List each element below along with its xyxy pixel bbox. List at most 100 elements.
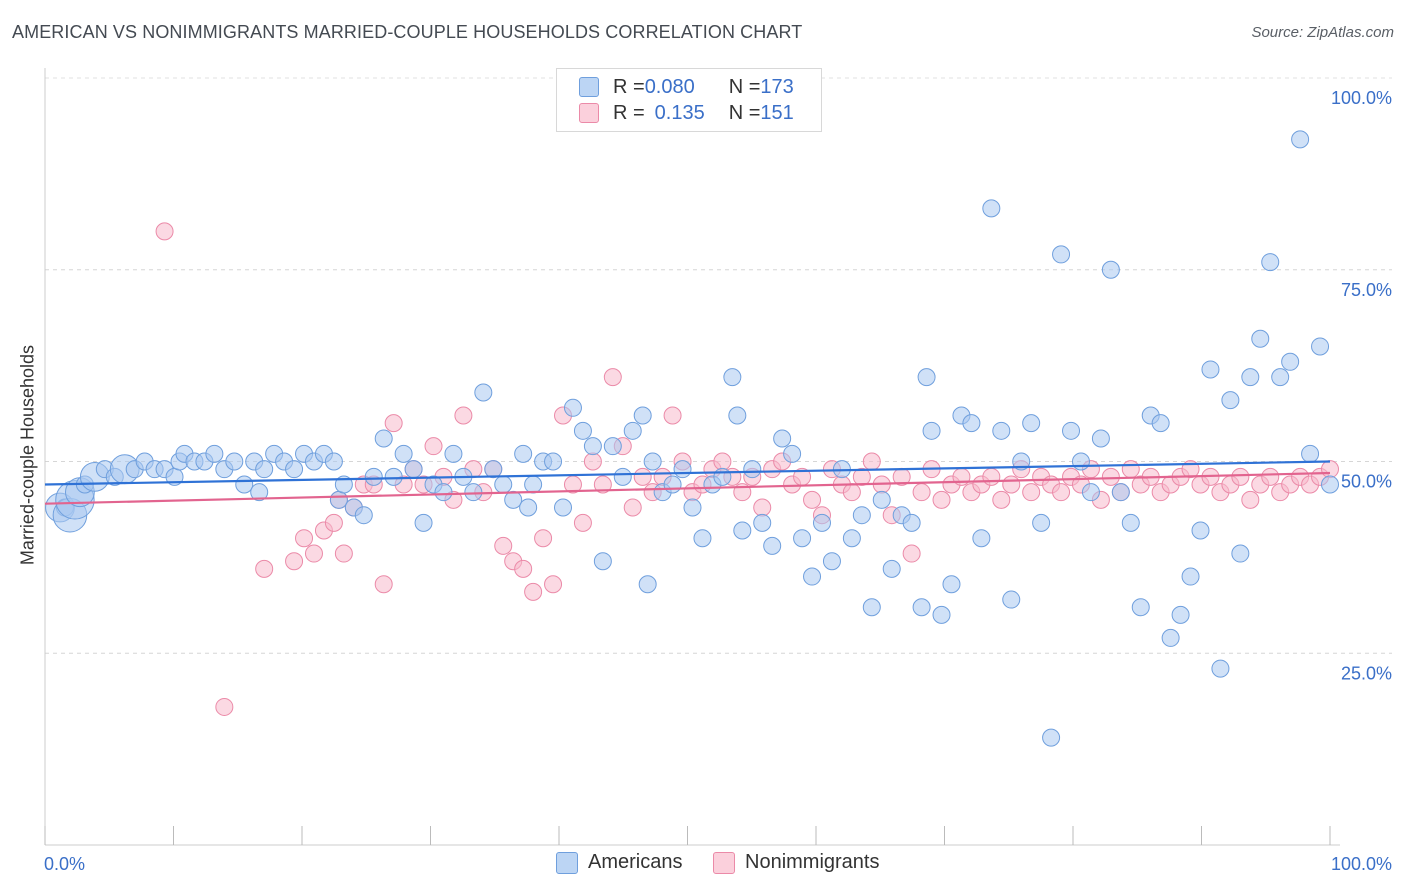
- americans-point: [723, 368, 742, 387]
- nonimmigrants-point: [992, 490, 1011, 509]
- americans-point: [743, 460, 762, 479]
- americans-point: [484, 460, 503, 479]
- nonimmigrants-point: [573, 513, 592, 532]
- nonimmigrants-point: [902, 544, 921, 563]
- americans-point: [583, 437, 602, 456]
- nonimmigrants-point: [1261, 467, 1280, 486]
- americans-point: [972, 529, 991, 548]
- americans-point: [329, 490, 348, 509]
- nonimmigrants-point: [424, 437, 443, 456]
- americans-point: [912, 598, 931, 617]
- americans-point: [1221, 391, 1240, 410]
- americans-point: [633, 406, 652, 425]
- americans-point: [673, 460, 692, 479]
- nonimmigrants-point: [803, 490, 822, 509]
- nonimmigrants-point: [1121, 460, 1140, 479]
- americans-point: [763, 536, 782, 555]
- grid-lines: [45, 77, 1392, 654]
- bottom-legend-americans: Americans: [556, 851, 682, 874]
- nonimmigrants-point: [852, 467, 871, 486]
- americans-point: [922, 421, 941, 440]
- x-tick-label-max: 100.0%: [1331, 854, 1392, 874]
- americans-point: [1181, 567, 1200, 586]
- americans-point: [374, 429, 393, 448]
- americans-point: [1022, 414, 1041, 433]
- americans-point: [982, 199, 1001, 218]
- nonimmigrants-point: [285, 552, 304, 571]
- americans-point: [1211, 659, 1230, 678]
- americans-point: [852, 506, 871, 525]
- americans-point: [1321, 475, 1339, 494]
- americans-point: [354, 506, 373, 525]
- nonimmigrants-point: [633, 467, 652, 486]
- americans-point: [255, 460, 274, 479]
- americans-point: [1101, 260, 1120, 279]
- americans-r-label: R =: [613, 75, 645, 98]
- americans-point: [554, 498, 573, 517]
- americans-point: [1111, 483, 1130, 502]
- americans-point: [1281, 352, 1300, 371]
- nonimmigrants-point: [255, 559, 274, 578]
- nonimmigrants-point: [1321, 460, 1339, 479]
- americans-point: [444, 444, 463, 463]
- americans-point: [1311, 337, 1330, 356]
- nonimmigrants-trend-line: [44, 471, 1331, 505]
- americans-point: [524, 475, 543, 494]
- americans-point: [917, 368, 936, 387]
- americans-point: [1231, 544, 1250, 563]
- americans-point: [1161, 628, 1180, 647]
- americans-point: [773, 429, 792, 448]
- americans-point: [205, 444, 224, 463]
- americans-point: [882, 559, 901, 578]
- americans-point: [1081, 483, 1100, 502]
- nonimmigrants-point: [842, 483, 861, 502]
- americans-points: [45, 130, 1339, 747]
- nonimmigrants-point: [1101, 467, 1120, 486]
- nonimmigrants-point: [982, 467, 1001, 486]
- americans-point: [643, 452, 662, 471]
- nonimmigrants-point: [494, 536, 513, 555]
- americans-point: [225, 452, 244, 471]
- americans-point: [962, 414, 981, 433]
- americans-point: [324, 452, 343, 471]
- americans-point: [862, 598, 881, 617]
- americans-r-value: 0.080: [644, 75, 695, 98]
- nonimmigrants-point: [514, 559, 533, 578]
- y-tick-label: 75.0%: [1341, 280, 1392, 300]
- americans-point: [250, 483, 269, 502]
- americans-point: [693, 529, 712, 548]
- americans-point: [1291, 130, 1310, 149]
- nonimmigrants-point: [544, 575, 563, 594]
- americans-point: [464, 483, 483, 502]
- nonimmigrants-point: [304, 544, 323, 563]
- americans-point: [728, 406, 747, 425]
- nonimmigrants-point: [534, 529, 553, 548]
- americans-swatch: [579, 77, 599, 97]
- americans-point: [1062, 421, 1081, 440]
- americans-point: [514, 444, 533, 463]
- nonimmigrants-r-label: R =: [613, 101, 645, 124]
- americans-point: [1191, 521, 1210, 540]
- americans-point: [733, 521, 752, 540]
- americans-point: [1002, 590, 1021, 609]
- nonimmigrants-bottom-swatch: [713, 851, 735, 874]
- americans-bottom-label: Americans: [588, 851, 683, 873]
- americans-point: [235, 475, 254, 494]
- americans-point: [1301, 444, 1320, 463]
- americans-point: [713, 467, 732, 486]
- americans-point: [932, 605, 951, 624]
- americans-point: [504, 490, 523, 509]
- americans-point: [1121, 513, 1140, 532]
- americans-point: [1261, 253, 1280, 272]
- nonimmigrants-point: [1022, 483, 1041, 502]
- americans-point: [384, 467, 403, 486]
- nonimmigrants-point: [454, 406, 473, 425]
- americans-point: [544, 452, 563, 471]
- americans-point: [563, 398, 582, 417]
- y-tick-label: 25.0%: [1341, 663, 1392, 683]
- americans-point: [1271, 368, 1290, 387]
- americans-point: [434, 483, 453, 502]
- legend-row-americans: R = 0.080 N = 173: [579, 74, 794, 100]
- nonimmigrants-n-label: N =: [728, 101, 761, 124]
